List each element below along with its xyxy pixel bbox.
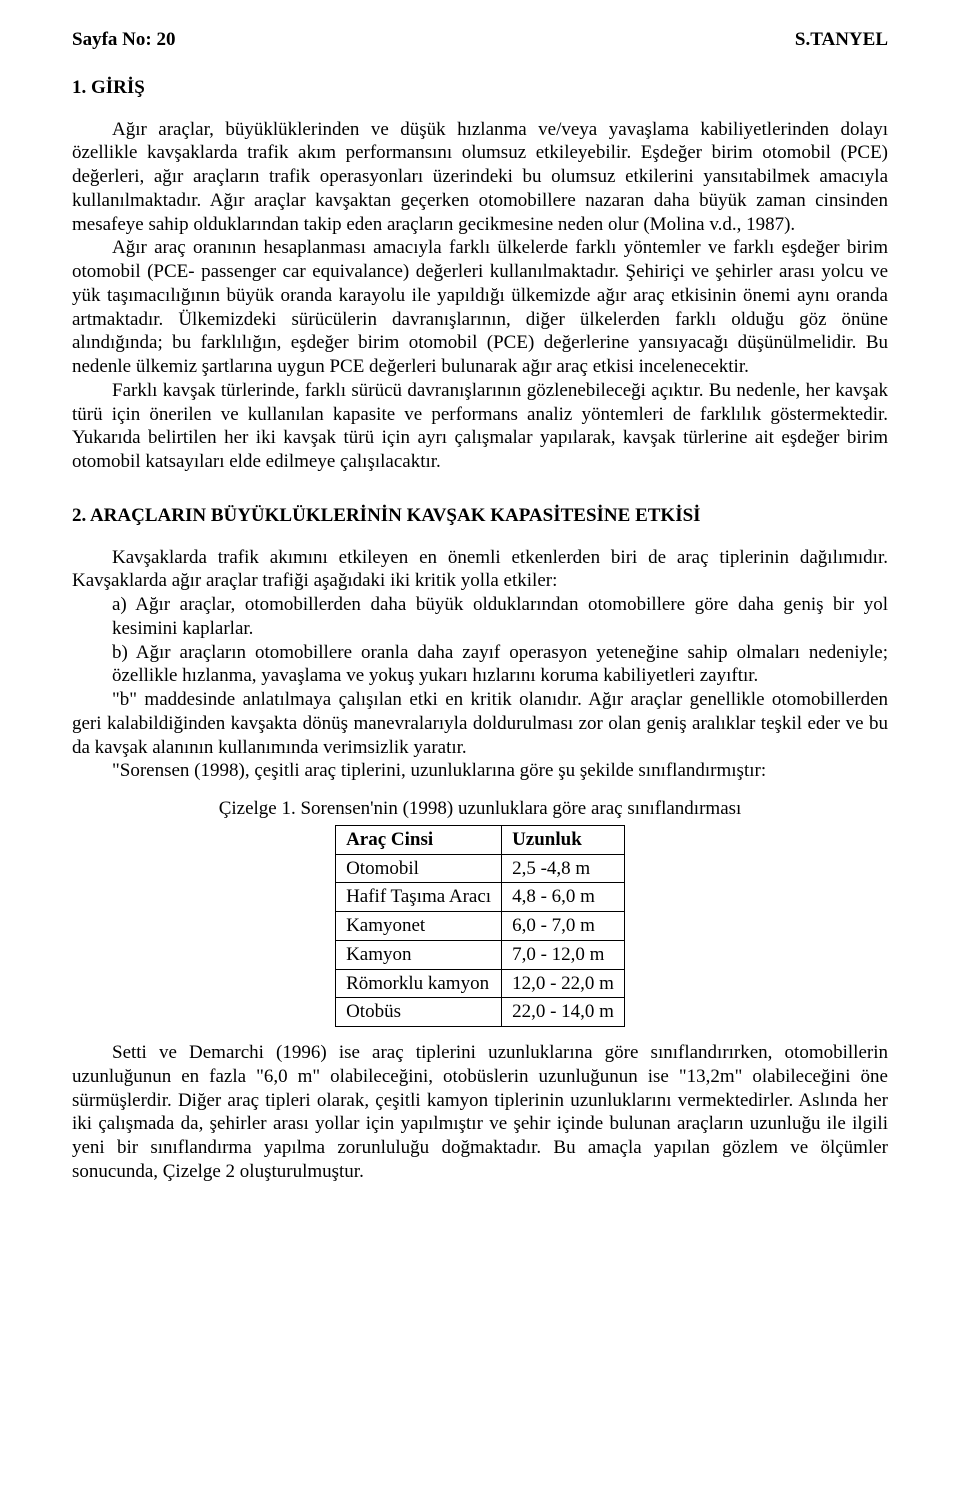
table-row: Römorklu kamyon 12,0 - 22,0 m xyxy=(336,969,625,998)
table-cell: Römorklu kamyon xyxy=(336,969,502,998)
table-cell: 6,0 - 7,0 m xyxy=(502,912,625,941)
table-row: Otobüs 22,0 - 14,0 m xyxy=(336,998,625,1027)
section-1-paragraph-1: Ağır araçlar, büyüklüklerinden ve düşük … xyxy=(72,118,888,237)
section-2-paragraph-3: "Sorensen (1998), çeşitli araç tiplerini… xyxy=(72,759,888,783)
table-header-row: Araç Cinsi Uzunluk xyxy=(336,825,625,854)
table-cell: Kamyonet xyxy=(336,912,502,941)
section-2-item-b: b) Ağır araçların otomobillere oranla da… xyxy=(112,641,888,689)
header-right: S.TANYEL xyxy=(795,28,888,52)
table-cell: 7,0 - 12,0 m xyxy=(502,940,625,969)
header-left: Sayfa No: 20 xyxy=(72,28,175,52)
table-cell: 4,8 - 6,0 m xyxy=(502,883,625,912)
table-cell: Otomobil xyxy=(336,854,502,883)
table-header-length: Uzunluk xyxy=(502,825,625,854)
section-2-item-a: a) Ağır araçlar, otomobillerden daha büy… xyxy=(112,593,888,641)
table-row: Otomobil 2,5 -4,8 m xyxy=(336,854,625,883)
table-row: Hafif Taşıma Aracı 4,8 - 6,0 m xyxy=(336,883,625,912)
table-1-caption: Çizelge 1. Sorensen'nin (1998) uzunlukla… xyxy=(72,797,888,821)
table-row: Kamyonet 6,0 - 7,0 m xyxy=(336,912,625,941)
table-cell: Kamyon xyxy=(336,940,502,969)
section-2-paragraph-1: Kavşaklarda trafik akımını etkileyen en … xyxy=(72,546,888,594)
section-2-title: 2. ARAÇLARIN BÜYÜKLÜKLERİNİN KAVŞAK KAPA… xyxy=(72,504,888,528)
section-1-paragraph-2: Ağır araç oranının hesaplanması amacıyla… xyxy=(72,236,888,379)
section-2-paragraph-2: "b" maddesinde anlatılmaya çalışılan etk… xyxy=(72,688,888,759)
table-row: Kamyon 7,0 - 12,0 m xyxy=(336,940,625,969)
table-cell: 2,5 -4,8 m xyxy=(502,854,625,883)
table-cell: Hafif Taşıma Aracı xyxy=(336,883,502,912)
table-cell: 12,0 - 22,0 m xyxy=(502,969,625,998)
table-cell: 22,0 - 14,0 m xyxy=(502,998,625,1027)
closing-paragraph: Setti ve Demarchi (1996) ise araç tipler… xyxy=(72,1041,888,1184)
section-1-title: 1. GİRİŞ xyxy=(72,76,888,100)
table-cell: Otobüs xyxy=(336,998,502,1027)
table-1: Araç Cinsi Uzunluk Otomobil 2,5 -4,8 m H… xyxy=(335,825,625,1027)
table-header-vehicle: Araç Cinsi xyxy=(336,825,502,854)
section-1-paragraph-3: Farklı kavşak türlerinde, farklı sürücü … xyxy=(72,379,888,474)
page-header: Sayfa No: 20 S.TANYEL xyxy=(72,28,888,52)
